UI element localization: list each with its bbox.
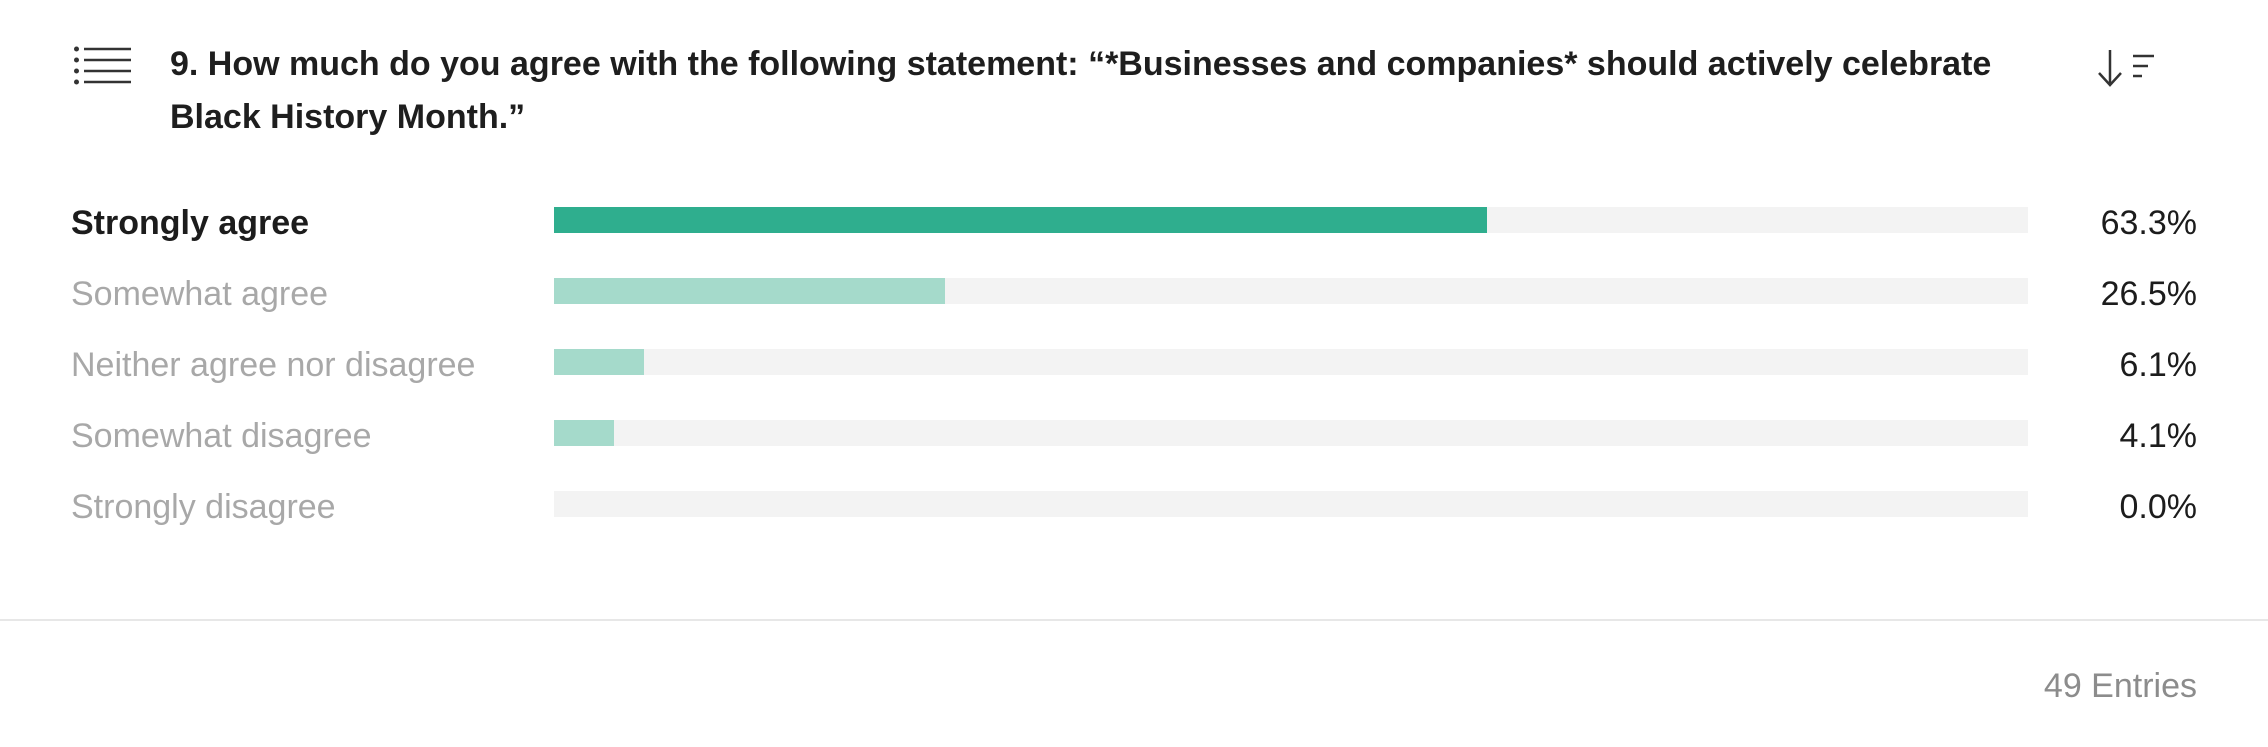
result-label: Strongly disagree [71, 488, 336, 526]
result-row: Somewhat disagree 4.1% [0, 401, 2268, 472]
result-percent: 0.0% [2119, 488, 2198, 526]
result-bar-track [554, 349, 2028, 375]
result-bar-fill [554, 207, 1488, 233]
result-bar-track [554, 278, 2028, 304]
result-row: Strongly agree 63.3% [0, 188, 2268, 259]
footer-divider [0, 619, 2268, 621]
result-bar-track [554, 420, 2028, 446]
result-percent: 6.1% [2119, 346, 2198, 384]
result-label: Neither agree nor disagree [71, 346, 476, 384]
result-bar-fill [554, 278, 945, 304]
result-row: Somewhat agree 26.5% [0, 259, 2268, 330]
sort-button[interactable] [2098, 46, 2162, 90]
result-percent: 4.1% [2119, 417, 2198, 455]
result-label: Somewhat agree [71, 275, 329, 313]
result-percent: 63.3% [2100, 204, 2197, 242]
entries-count: 49 Entries [2043, 667, 2197, 705]
result-label: Strongly agree [71, 204, 310, 242]
sort-descending-icon [2098, 50, 2154, 87]
question-title: 9. How much do you agree with the follow… [170, 45, 1992, 136]
result-row: Strongly disagree 0.0% [0, 472, 2268, 543]
result-percent: 26.5% [2100, 275, 2197, 313]
results-list: Strongly agree 63.3% Somewhat agree 26.5… [0, 188, 2268, 543]
result-bar-fill [554, 349, 644, 375]
result-bar-fill [554, 420, 615, 446]
list-menu-icon[interactable] [74, 45, 132, 87]
result-row: Neither agree nor disagree 6.1% [0, 330, 2268, 401]
result-bar-track [554, 491, 2028, 517]
result-label: Somewhat disagree [71, 417, 372, 455]
result-bar-track [554, 207, 2028, 233]
